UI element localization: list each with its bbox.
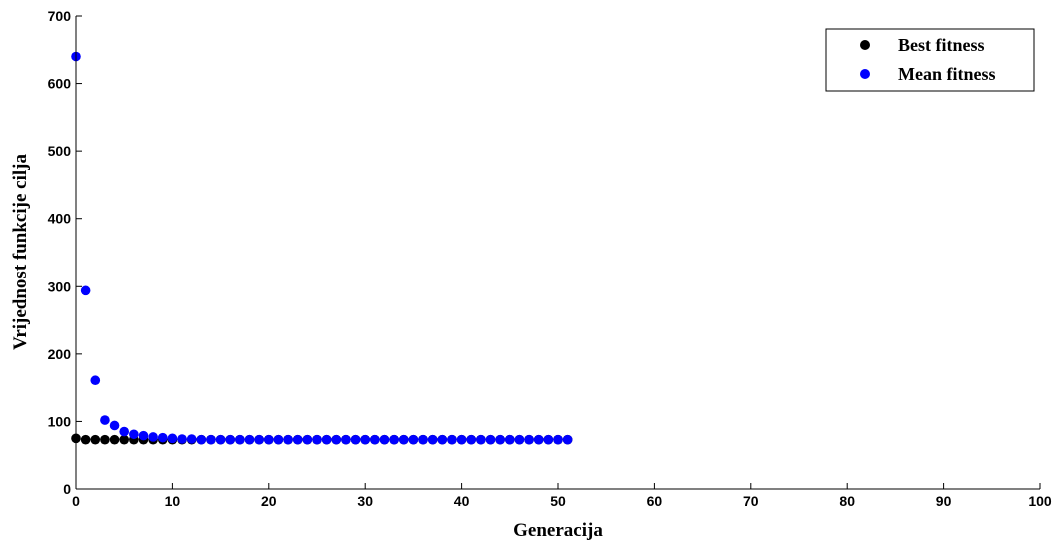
mean-fitness-point bbox=[447, 434, 457, 445]
mean-fitness-point bbox=[292, 434, 303, 445]
y-tick-label: 100 bbox=[48, 413, 72, 429]
plot-area bbox=[76, 16, 1040, 489]
mean-fitness-point bbox=[254, 434, 264, 445]
y-tick-label: 0 bbox=[63, 481, 71, 497]
mean-fitness-point bbox=[148, 432, 158, 442]
mean-fitness-point bbox=[129, 429, 139, 440]
mean-fitness-point bbox=[370, 434, 380, 445]
mean-fitness-point bbox=[437, 434, 448, 445]
mean-fitness-point bbox=[138, 430, 149, 441]
mean-fitness-point bbox=[408, 434, 419, 445]
legend-label-best: Best fitness bbox=[898, 35, 985, 55]
mean-fitness-point bbox=[553, 434, 563, 445]
x-tick-label: 0 bbox=[72, 493, 80, 509]
legend-box bbox=[825, 28, 1035, 92]
mean-fitness-point bbox=[331, 434, 342, 445]
mean-fitness-point bbox=[264, 434, 274, 445]
y-tick-label: 600 bbox=[48, 76, 72, 92]
x-tick-label: 90 bbox=[936, 493, 952, 509]
best-fitness-point bbox=[119, 434, 129, 445]
mean-fitness-point bbox=[495, 434, 505, 445]
mean-fitness-point bbox=[505, 434, 515, 445]
mean-fitness-point bbox=[427, 434, 438, 445]
mean-fitness-point bbox=[225, 434, 236, 445]
mean-fitness-point bbox=[543, 434, 554, 445]
mean-fitness-point bbox=[466, 434, 477, 445]
x-tick-label: 50 bbox=[550, 493, 566, 509]
mean-fitness-point bbox=[485, 434, 496, 445]
y-tick-label: 300 bbox=[48, 278, 72, 294]
y-tick-label: 700 bbox=[48, 8, 72, 24]
mean-fitness-point bbox=[167, 433, 178, 444]
best-fitness-point bbox=[90, 434, 101, 445]
mean-fitness-point bbox=[80, 285, 91, 296]
best-fitness-point bbox=[80, 434, 91, 445]
data-points bbox=[71, 51, 573, 445]
best-fitness-point bbox=[100, 434, 110, 445]
legend-marker-best bbox=[860, 40, 870, 50]
x-axis-title: Generacija bbox=[513, 520, 603, 541]
mean-fitness-point bbox=[157, 432, 168, 443]
mean-fitness-point bbox=[100, 415, 110, 425]
x-tick-label: 20 bbox=[261, 493, 277, 509]
mean-fitness-point bbox=[177, 434, 187, 444]
legend-label-mean: Mean fitness bbox=[898, 64, 996, 84]
y-axis-title: Vrijednost funkcije cilja bbox=[10, 154, 31, 350]
mean-fitness-point bbox=[235, 434, 245, 445]
x-tick-label: 30 bbox=[357, 493, 373, 509]
mean-fitness-point bbox=[533, 434, 544, 445]
mean-fitness-point bbox=[273, 434, 284, 445]
mean-fitness-point bbox=[360, 434, 371, 445]
tick-labels: 0 10 20 30 40 50 60 70 80 90 100 0 100 200 300 400 500 60… bbox=[48, 8, 1052, 509]
mean-fitness-point bbox=[350, 434, 361, 445]
mean-fitness-point bbox=[514, 434, 525, 445]
mean-fitness-point bbox=[389, 434, 399, 445]
mean-fitness-point bbox=[196, 434, 207, 445]
axes bbox=[75, 15, 1041, 490]
mean-fitness-point bbox=[244, 434, 255, 445]
mean-fitness-point bbox=[302, 434, 313, 445]
mean-fitness-point bbox=[341, 434, 351, 445]
mean-fitness-point bbox=[312, 434, 322, 445]
mean-fitness-point bbox=[379, 434, 390, 445]
y-tick-label: 500 bbox=[48, 143, 72, 159]
legend-marker-mean bbox=[860, 69, 870, 79]
mean-fitness-point bbox=[562, 434, 573, 445]
mean-fitness-point bbox=[524, 434, 534, 445]
mean-fitness-point bbox=[186, 434, 197, 444]
legend: Best fitness Mean fitness bbox=[825, 28, 1035, 92]
y-tick-label: 400 bbox=[48, 211, 72, 227]
mean-fitness-point bbox=[90, 375, 101, 386]
mean-fitness-point bbox=[109, 420, 120, 431]
x-tick-label: 100 bbox=[1028, 493, 1052, 509]
mean-fitness-point bbox=[321, 434, 332, 445]
x-tick-label: 60 bbox=[647, 493, 663, 509]
mean-fitness-point bbox=[283, 434, 293, 445]
mean-fitness-point bbox=[456, 434, 467, 445]
y-tick-label: 200 bbox=[48, 346, 72, 362]
x-tick-label: 40 bbox=[454, 493, 470, 509]
mean-fitness-point bbox=[418, 434, 428, 445]
x-tick-label: 10 bbox=[165, 493, 181, 509]
mean-fitness-point bbox=[119, 426, 129, 437]
x-tick-label: 70 bbox=[743, 493, 759, 509]
x-tick-label: 80 bbox=[839, 493, 855, 509]
mean-fitness-point bbox=[476, 434, 486, 445]
mean-fitness-point bbox=[215, 434, 226, 445]
best-fitness-point bbox=[109, 434, 120, 445]
mean-fitness-point bbox=[398, 434, 409, 445]
mean-fitness-point bbox=[206, 434, 216, 445]
